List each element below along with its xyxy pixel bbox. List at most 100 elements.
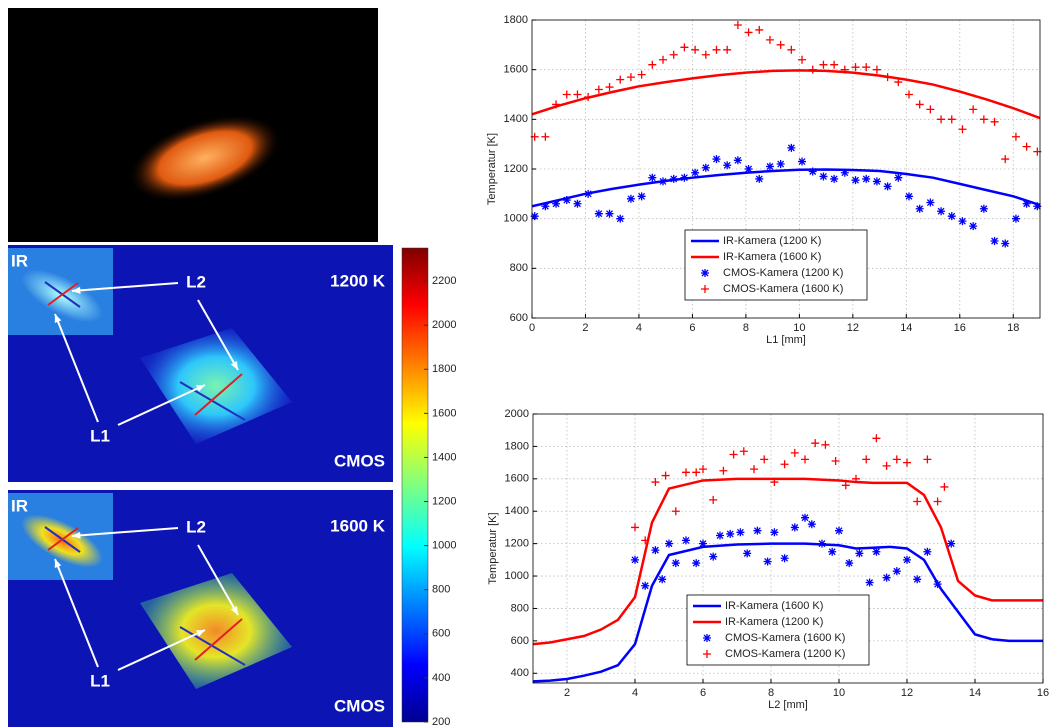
scatter-point	[776, 40, 785, 49]
scatter-point	[637, 70, 646, 79]
l2-label: L2	[186, 272, 206, 291]
y-tick-label: 600	[510, 312, 528, 324]
scatter-point	[915, 204, 924, 213]
x-axis-label: L2 [mm]	[768, 699, 808, 711]
legend-label: CMOS-Kamera (1600 K)	[725, 632, 845, 644]
scatter-point	[872, 547, 881, 556]
scatter-point	[979, 204, 988, 213]
legend-label: CMOS-Kamera (1600 K)	[723, 283, 843, 295]
scatter-point	[699, 465, 707, 474]
scatter-point	[692, 468, 701, 477]
scatter-point	[855, 549, 864, 558]
ir-line-l2	[47, 527, 79, 551]
x-tick-label: 4	[636, 322, 642, 334]
scatter-point	[1001, 239, 1010, 248]
scatter-point	[923, 547, 932, 556]
y-tick-label: 1400	[505, 505, 529, 517]
legend-swatch	[703, 634, 711, 642]
colorbar-tick-label: 400	[432, 672, 450, 684]
scatter-point	[770, 478, 779, 487]
scatter-point	[903, 555, 911, 564]
scatter-point	[541, 132, 550, 141]
scatter-point	[841, 481, 850, 490]
colorbar-tick-label: 1000	[432, 540, 456, 552]
cmos-line-l2	[194, 618, 243, 661]
y-tick-label: 2000	[505, 408, 529, 420]
scatter-point	[701, 163, 710, 172]
y-axis-label: Temperatur [K]	[486, 133, 498, 205]
scatter-point	[637, 192, 646, 201]
scatter-point	[723, 161, 732, 170]
scatter-point	[692, 559, 701, 568]
scatter-point	[631, 555, 639, 564]
scatter-point	[763, 557, 772, 566]
scatter-point	[926, 105, 935, 114]
scatter-point	[736, 528, 745, 537]
scatter-point	[729, 450, 738, 459]
axes-frame	[532, 413, 1044, 684]
colorbar	[401, 247, 429, 723]
x-tick-label: 2	[564, 687, 570, 699]
scatter-point	[807, 520, 816, 529]
y-axis-label: Temperatur [K]	[487, 512, 499, 584]
x-tick-label: 0	[529, 322, 535, 334]
colorbar-tick-label: 2000	[432, 319, 456, 331]
scatter-point	[671, 507, 680, 516]
scatter-point	[990, 237, 999, 246]
l1-label: L1	[90, 671, 110, 690]
scatter-point	[616, 214, 625, 223]
scatter-point	[969, 105, 978, 114]
legend-swatch	[701, 269, 709, 277]
scatter-point	[808, 65, 817, 74]
scatter-point	[712, 155, 721, 164]
scatter-point	[915, 100, 924, 109]
legend-label: CMOS-Kamera (1200 K)	[725, 648, 845, 660]
scatter-point	[648, 173, 657, 182]
series-line	[532, 168, 1040, 208]
scatter-point	[562, 196, 571, 205]
scatter-point	[594, 85, 603, 94]
scatter-point	[821, 440, 830, 449]
l1-label: L1	[90, 426, 110, 445]
arrow	[117, 629, 206, 671]
y-tick-label: 800	[511, 602, 529, 614]
scatter-point	[743, 549, 752, 558]
colorbar-tick-label: 1800	[432, 363, 456, 375]
scatter-point	[541, 202, 550, 211]
scatter-point	[808, 167, 817, 176]
scatter-point	[641, 536, 650, 545]
y-tick-label: 1600	[505, 473, 529, 485]
scatter-point	[926, 198, 935, 207]
y-tick-label: 1200	[504, 163, 528, 175]
x-tick-label: 10	[833, 687, 845, 699]
arrow-head	[54, 559, 62, 568]
scatter-point	[790, 448, 799, 457]
scatter-point	[923, 455, 932, 464]
scatter-point	[872, 434, 881, 443]
scatter-point	[947, 539, 956, 548]
legend-label: IR-Kamera (1200 K)	[723, 235, 821, 247]
scatter-point	[680, 43, 689, 52]
scatter-point	[651, 546, 660, 555]
scatter-point	[716, 531, 724, 540]
scatter-point	[552, 100, 561, 109]
scatter-point	[947, 212, 956, 221]
scatter-point	[933, 580, 942, 589]
x-tick-label: 16	[1037, 687, 1049, 699]
legend-label: IR-Kamera (1200 K)	[725, 616, 823, 628]
scatter-point	[830, 60, 839, 69]
scatter-point	[669, 174, 678, 183]
scatter-point	[631, 523, 639, 532]
scatter-point	[770, 528, 779, 537]
photo-glow	[128, 114, 282, 202]
scatter-point	[845, 559, 854, 568]
colorbar-tick-label: 1600	[432, 407, 456, 419]
scatter-point	[862, 455, 871, 464]
colorbar-tick-label: 1400	[432, 451, 456, 463]
scatter-point	[1022, 199, 1031, 208]
scatter-point	[719, 466, 728, 475]
y-tick-label: 1800	[504, 14, 528, 26]
scatter-point	[780, 554, 789, 563]
scatter-point	[990, 117, 999, 126]
ir-line-l2	[47, 282, 79, 306]
